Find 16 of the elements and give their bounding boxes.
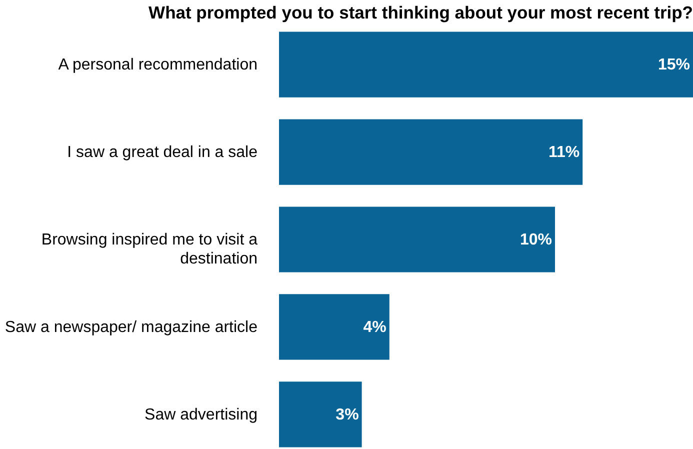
y-tick-label: Browsing inspired me to visit a destination bbox=[41, 232, 258, 268]
y-tick-label: Saw a newspaper/ magazine article bbox=[4, 318, 258, 336]
bar bbox=[279, 32, 693, 98]
bar bbox=[279, 294, 390, 360]
bar bbox=[279, 382, 362, 448]
y-tick-label: A personal recommendation bbox=[58, 56, 258, 74]
data-label: 11% bbox=[548, 144, 580, 162]
y-tick-label: Saw advertising bbox=[144, 406, 258, 424]
data-label: 15% bbox=[658, 56, 690, 74]
data-label: 10% bbox=[520, 232, 552, 248]
bar bbox=[279, 119, 583, 185]
chart-title: What prompted you to start thinking about your most recent trip? bbox=[148, 2, 693, 22]
data-label: 3% bbox=[336, 406, 359, 424]
bar bbox=[279, 206, 555, 272]
data-label: 4% bbox=[363, 318, 386, 336]
y-tick-label: I saw a great deal in a sale bbox=[67, 144, 258, 162]
